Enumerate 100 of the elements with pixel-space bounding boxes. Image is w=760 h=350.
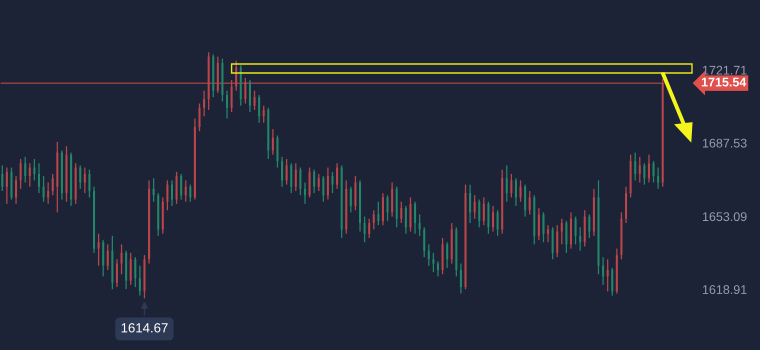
candlestick <box>120 244 123 275</box>
candlestick <box>262 105 265 124</box>
candlestick <box>400 201 402 224</box>
candlestick <box>350 186 352 213</box>
candlestick <box>1 164 4 192</box>
candlestick <box>138 265 141 296</box>
candlestick <box>579 226 582 252</box>
candlestick <box>547 224 550 243</box>
candlestick <box>134 256 136 288</box>
candlestick <box>248 79 251 113</box>
candlestick <box>478 198 480 228</box>
candlestick <box>538 207 540 241</box>
candlestick <box>436 260 440 277</box>
candlestick <box>418 214 421 236</box>
candlestick <box>170 180 174 207</box>
candlestick <box>176 171 178 204</box>
candlestick <box>226 90 228 120</box>
candlestick <box>254 90 256 111</box>
candlestick <box>552 226 554 260</box>
candlestick <box>414 201 416 234</box>
candlestick <box>294 162 297 192</box>
candlestick <box>235 60 238 92</box>
candlestick <box>281 156 284 188</box>
candlestick <box>276 134 278 168</box>
candlestick <box>574 216 577 245</box>
candlestick <box>354 175 356 211</box>
candlestick <box>272 128 274 156</box>
candlestick <box>6 166 8 204</box>
candlestick <box>313 169 316 194</box>
candlestick <box>152 178 155 202</box>
candlestick <box>364 216 366 243</box>
candlestick <box>33 158 36 181</box>
candlestick <box>611 267 614 296</box>
candlestick <box>565 220 568 254</box>
y-tick-label: 1653.09 <box>702 212 747 222</box>
candlestick <box>520 180 522 202</box>
candlestick <box>372 210 375 230</box>
candlestick <box>634 152 636 181</box>
candlestick <box>560 218 563 245</box>
y-tick-label: 1618.91 <box>702 285 747 294</box>
candlestick <box>42 175 45 202</box>
candlestick <box>382 192 384 226</box>
candlestick <box>496 210 499 236</box>
candlestick <box>377 201 380 226</box>
candlestick <box>391 182 394 218</box>
candlestick <box>79 164 82 190</box>
candlestick <box>52 173 54 196</box>
candlestick <box>510 173 512 198</box>
candlestick <box>88 169 90 198</box>
candlestick <box>606 258 609 292</box>
candlestick <box>506 164 508 202</box>
candlestick <box>130 252 132 286</box>
candlestick <box>20 158 22 190</box>
candlestick <box>409 196 412 232</box>
candlestick <box>386 194 389 222</box>
candlestick <box>322 175 324 202</box>
candlestick <box>428 244 430 266</box>
candlestick <box>524 184 526 218</box>
candlestick <box>657 166 660 190</box>
candlestick <box>648 154 650 184</box>
annotation: 1614.67 <box>122 323 168 333</box>
candlestick <box>180 173 182 200</box>
candlestick <box>198 102 201 132</box>
candlestick <box>652 160 655 184</box>
candlestick <box>106 244 109 271</box>
candlestick <box>492 205 494 232</box>
candlestick <box>602 256 604 286</box>
candlestick <box>643 162 646 186</box>
candlestick <box>98 233 100 266</box>
y-tick-label: 1687.53 <box>702 138 747 148</box>
candlestick <box>514 178 517 207</box>
candlestick <box>24 156 26 184</box>
candlestick <box>47 182 50 204</box>
candlestick <box>290 162 292 194</box>
candlestick <box>487 201 490 234</box>
candlestick <box>258 94 260 124</box>
candlestick <box>432 252 434 273</box>
candlestick <box>556 224 558 258</box>
candlestick <box>482 196 485 226</box>
candlestick <box>15 175 18 204</box>
candlestick <box>528 190 531 216</box>
candlestick <box>469 184 472 224</box>
candlestick <box>460 262 462 294</box>
candlestick <box>244 77 246 104</box>
candlestick <box>588 214 590 239</box>
candlestick <box>286 158 288 186</box>
candlestick <box>331 171 334 194</box>
candlestick <box>166 180 168 211</box>
candlestick <box>308 166 311 198</box>
candlestick <box>203 90 206 117</box>
candlestick <box>542 212 544 243</box>
candlestick <box>304 182 306 204</box>
candlestick <box>28 162 31 188</box>
candlestick <box>102 239 104 277</box>
y-tick-label: 1721.71 <box>702 66 747 75</box>
candlestick <box>84 166 86 194</box>
candlestick <box>474 194 476 220</box>
candlestick <box>318 173 320 192</box>
candlestick <box>446 242 448 268</box>
candlestick <box>299 166 302 196</box>
